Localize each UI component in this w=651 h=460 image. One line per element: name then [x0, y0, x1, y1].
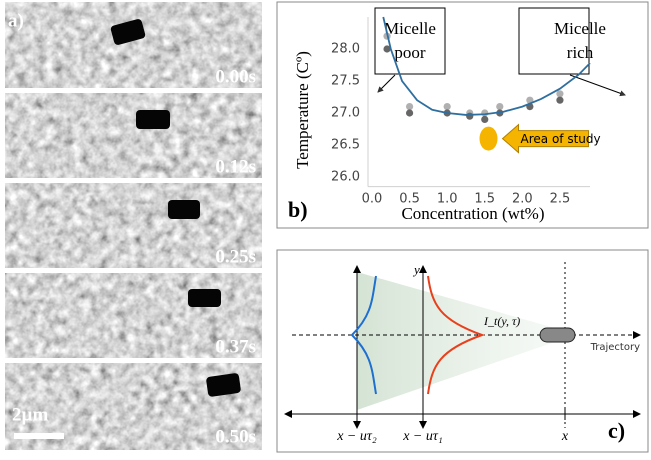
point — [406, 103, 413, 110]
area-marker — [480, 127, 498, 151]
figure: a) 2µm 0.00s 0.12s 0.25s 0.37s 0.50s 26.0 26.… — [0, 0, 651, 455]
point — [556, 90, 563, 97]
scale-bar — [14, 433, 64, 439]
annotation-box — [519, 8, 589, 74]
particle — [540, 328, 575, 342]
intensity-label: I_t(y, τ) — [483, 314, 520, 328]
tick-label: x — [561, 429, 569, 444]
trajectory-label: Trajectory — [590, 342, 640, 353]
point — [466, 113, 473, 120]
time-label: 0.25s — [215, 246, 256, 267]
area-label: Area of study — [521, 132, 601, 146]
y-tick-label: 27.5 — [331, 74, 360, 89]
y-axis-label: Temperature (Cº) — [293, 51, 312, 169]
point — [444, 103, 451, 110]
y-tick-label: 27.0 — [331, 106, 360, 121]
y-tick-label: 26.0 — [331, 170, 360, 185]
scale-label: 2µm — [12, 404, 48, 425]
time-label: 0.00s — [215, 66, 256, 87]
point — [406, 109, 413, 116]
x-tick-label: 0.0 — [362, 192, 383, 207]
panel-label: b) — [288, 197, 308, 222]
panel-a: a) 2µm 0.00s 0.12s 0.25s 0.37s 0.50s — [5, 2, 262, 450]
point — [556, 97, 563, 104]
y-label: y — [412, 262, 420, 277]
time-label: 0.37s — [215, 336, 256, 357]
point — [496, 103, 503, 110]
panel-label: c) — [608, 418, 625, 443]
time-label: 0.50s — [215, 426, 256, 447]
tick-label: x − uτ₂ — [336, 429, 377, 444]
x-tick-label: 2.5 — [550, 192, 571, 207]
y-tick-label: 26.5 — [331, 138, 360, 153]
panel-label: a) — [8, 10, 24, 31]
tick-label: x − uτ₁ — [402, 429, 443, 444]
annotation-box — [375, 8, 445, 74]
time-label: 0.12s — [215, 156, 256, 177]
y-tick-label: 28.0 — [331, 42, 360, 57]
point — [481, 109, 488, 116]
point — [481, 116, 488, 123]
x-axis-label: Concentration (wt%) — [401, 204, 544, 223]
